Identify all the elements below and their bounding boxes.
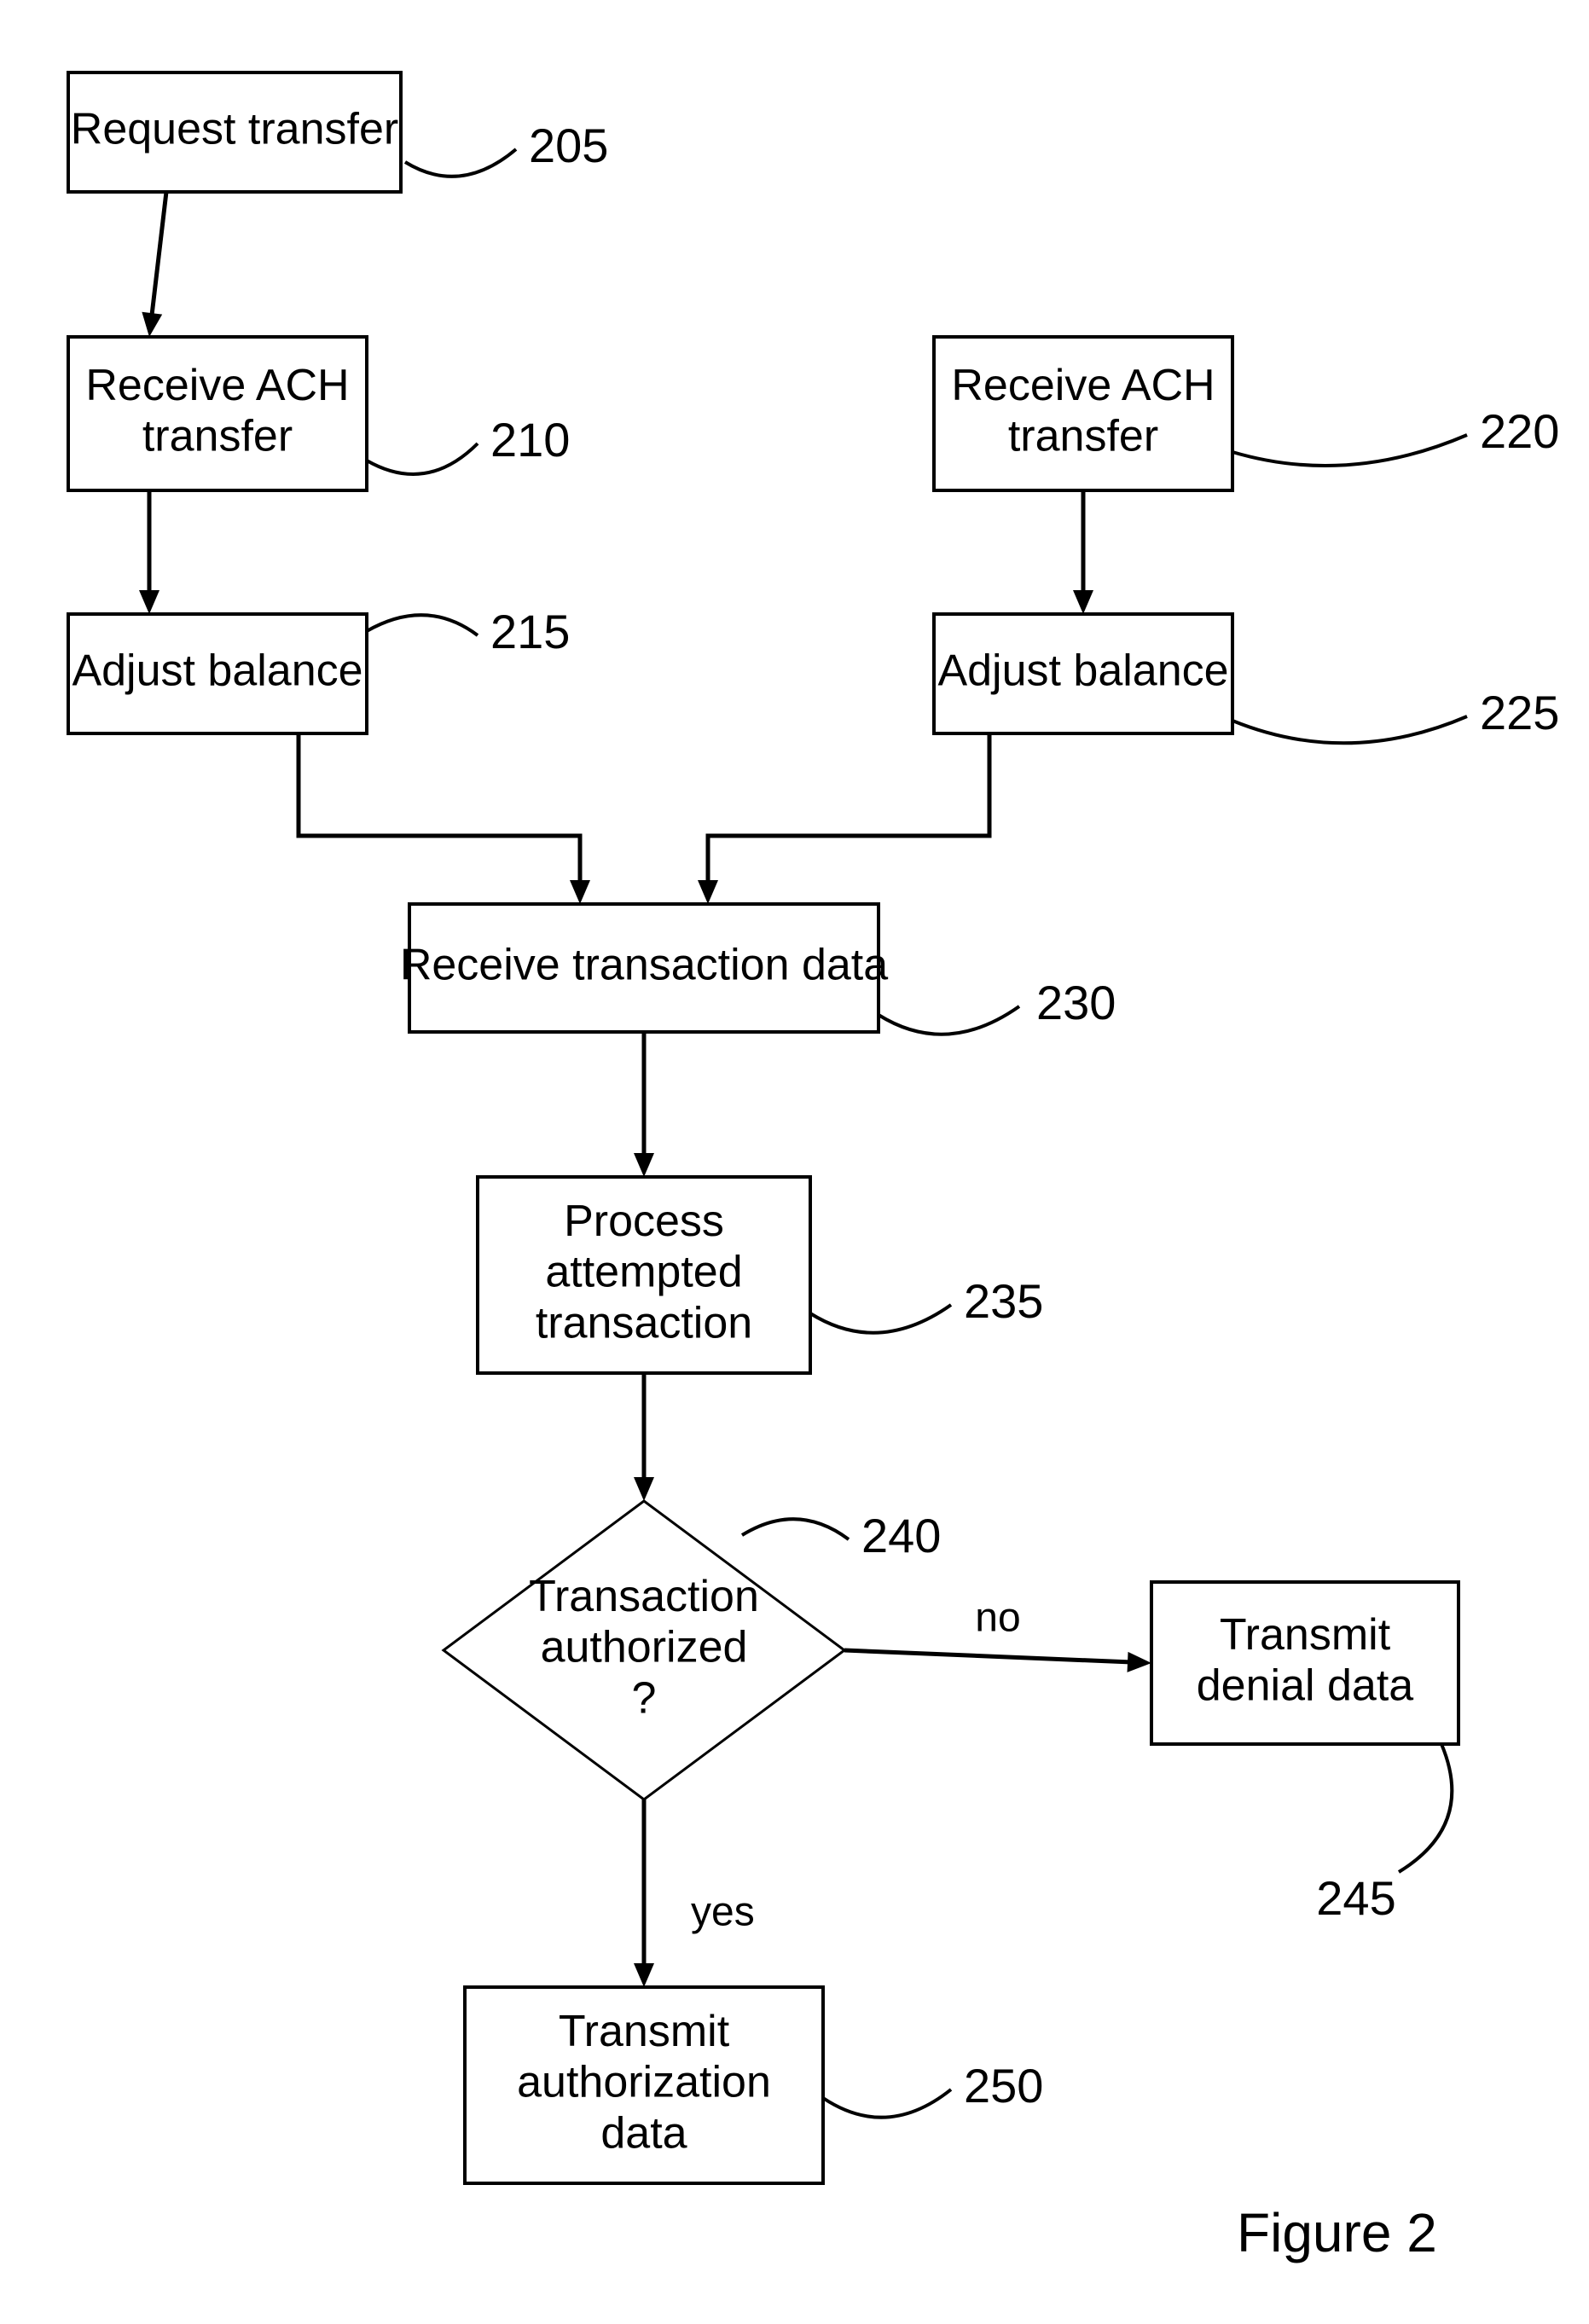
flow-arrow — [708, 733, 989, 890]
flow-box-label: Receive transaction data — [400, 941, 888, 990]
flow-edge-label: no — [975, 1596, 1020, 1641]
ref-number: 235 — [964, 1274, 1043, 1328]
flow-arrow — [151, 192, 166, 322]
flow-box-label: Receive ACH — [85, 361, 349, 410]
flow-box-label: data — [600, 2109, 687, 2159]
flow-box-label: attempted — [545, 1248, 742, 1297]
flow-box-label: authorization — [517, 2058, 771, 2107]
ref-leader — [742, 1519, 849, 1539]
ref-leader — [1232, 435, 1467, 466]
flow-box-label: denial data — [1197, 1661, 1414, 1711]
ref-number: 230 — [1036, 976, 1116, 1029]
flow-box-label: Adjust balance — [72, 646, 362, 696]
flow-box-label: Transmit — [559, 2007, 730, 2056]
ref-number: 225 — [1480, 686, 1559, 739]
flow-box-label: Adjust balance — [937, 646, 1228, 696]
ref-leader — [367, 443, 478, 474]
ref-leader — [879, 1006, 1019, 1034]
ref-leader — [823, 2089, 951, 2118]
ref-number: 245 — [1316, 1871, 1395, 1925]
flow-box-label: transaction — [536, 1299, 752, 1348]
flow-box-label: Transmit — [1220, 1610, 1391, 1660]
ref-number: 210 — [490, 413, 570, 467]
ref-number: 240 — [861, 1509, 941, 1562]
flow-box-label: transfer — [1008, 412, 1158, 461]
figure-caption: Figure 2 — [1237, 2202, 1437, 2263]
ref-leader — [810, 1305, 951, 1333]
flow-box-label: Transaction — [529, 1572, 759, 1621]
ref-number: 215 — [490, 605, 570, 658]
flow-box-label: Process — [564, 1197, 724, 1246]
flow-box-label: Request transfer — [71, 105, 398, 154]
ref-number: 220 — [1480, 404, 1559, 458]
flow-arrow — [299, 733, 580, 890]
ref-leader — [1232, 716, 1467, 743]
ref-leader — [405, 149, 516, 177]
ref-number: 250 — [964, 2059, 1043, 2112]
flow-box-label: Receive ACH — [951, 361, 1215, 410]
flow-box-label: ? — [632, 1674, 657, 1724]
flow-edge-label: yes — [691, 1890, 755, 1935]
ref-leader — [1399, 1744, 1452, 1872]
flow-box-label: transfer — [142, 412, 293, 461]
ref-number: 205 — [529, 119, 608, 172]
flow-box-label: authorized — [541, 1623, 748, 1672]
ref-leader — [367, 615, 478, 635]
flow-arrow — [844, 1650, 1137, 1662]
